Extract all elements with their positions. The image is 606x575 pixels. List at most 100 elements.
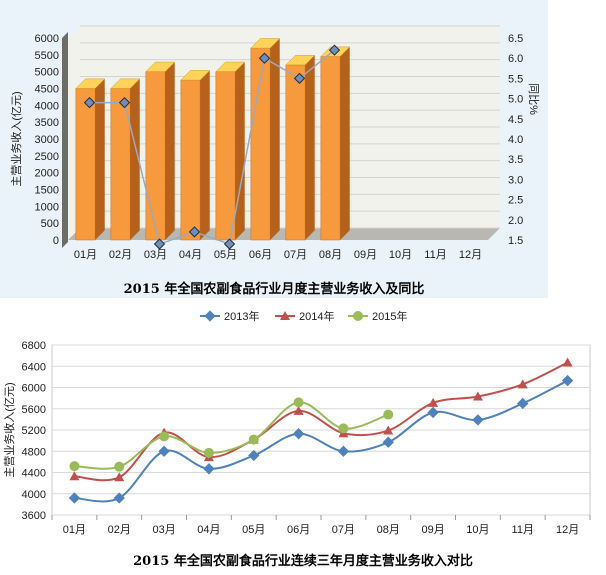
legend-marker xyxy=(280,311,290,320)
y-tick-label: 5500 xyxy=(35,50,59,62)
bar xyxy=(320,56,341,241)
y-axis-label: 主营业务收入(亿元) xyxy=(2,382,16,477)
x-tick-label: 07月 xyxy=(332,524,355,536)
plot-floor xyxy=(68,228,500,240)
bar xyxy=(285,64,306,241)
y-tick-label: 500 xyxy=(41,218,59,230)
marker-2013 xyxy=(382,436,394,448)
bar-top xyxy=(250,38,281,49)
yoy-marker xyxy=(223,238,236,250)
marker-2013 xyxy=(337,445,350,457)
bar-side xyxy=(200,70,210,240)
legend-marker xyxy=(353,311,363,321)
y-tick-label: 3000 xyxy=(35,134,59,146)
x-tick-label: 01月 xyxy=(63,524,86,536)
marker-2014 xyxy=(293,405,304,415)
bar-top xyxy=(215,61,246,72)
bar xyxy=(180,79,201,241)
series-line xyxy=(74,361,569,482)
left-wall xyxy=(62,32,68,248)
plot-wall xyxy=(68,26,500,240)
marker-2013 xyxy=(292,428,305,440)
yoy-marker xyxy=(83,96,96,109)
y2-tick-label: 4.0 xyxy=(508,134,523,146)
bar-top xyxy=(75,78,106,89)
marker-2013 xyxy=(203,463,215,475)
marker-2015 xyxy=(383,409,394,420)
marker-2015 xyxy=(203,447,214,458)
x-tick-label: 09月 xyxy=(421,524,444,536)
y2-tick-label: 2.5 xyxy=(508,195,523,207)
yoy-marker xyxy=(153,238,166,250)
chart-panel-monthly-revenue: 0 500 1000 1500 2000 2500 3000 3500 4000 4500 5000… xyxy=(0,0,548,298)
y-axis-label: 主营业务收入(亿元) xyxy=(9,91,23,186)
x-tick-label: 02月 xyxy=(109,249,132,261)
marker-2014 xyxy=(69,471,80,481)
y-tick-label: 0 xyxy=(53,235,59,247)
x-tick-label: 05月 xyxy=(242,524,265,536)
y2-tick-label: 5.0 xyxy=(508,94,523,106)
x-tick-label: 12月 xyxy=(556,524,579,536)
bar-side xyxy=(130,78,140,241)
bar-side xyxy=(95,78,105,241)
y-tick-label: 4000 xyxy=(35,100,59,112)
bar-top xyxy=(145,61,176,72)
marker-2015 xyxy=(114,461,125,472)
yoy-marker xyxy=(293,72,306,85)
y-tick-label: 5200 xyxy=(22,425,46,437)
x-tick-label: 10月 xyxy=(389,249,412,261)
marker-2013 xyxy=(248,449,260,462)
y2-tick-label: 3.0 xyxy=(508,174,523,186)
yoy-marker xyxy=(328,44,341,56)
bar-side xyxy=(340,46,350,240)
marker-2014 xyxy=(562,357,573,367)
y2-tick-label: 6.5 xyxy=(508,33,523,45)
marker-2014 xyxy=(114,472,125,482)
legend-marker xyxy=(204,310,216,322)
y-tick-label: 1000 xyxy=(35,201,59,213)
bar xyxy=(75,88,96,241)
yoy-line xyxy=(89,49,335,246)
y-tick-label: 6000 xyxy=(22,383,46,395)
marker-2014 xyxy=(472,391,483,401)
y-tick-label: 2000 xyxy=(35,168,59,180)
chart-panel-three-year-comparison: 3600 4000 4400 4800 5200 5600 6000 6400 6800 01月 0… xyxy=(0,300,606,575)
y2-tick-label: 5.5 xyxy=(508,73,523,85)
marker-2015 xyxy=(293,397,304,408)
marker-2015 xyxy=(159,431,170,442)
marker-2015 xyxy=(248,434,259,445)
x-tick-label: 06月 xyxy=(287,524,310,536)
y2-tick-label: 1.5 xyxy=(508,235,523,247)
y-tick-label: 6400 xyxy=(22,361,46,373)
x-tick-label: 11月 xyxy=(512,524,534,536)
y2-tick-label: 2.0 xyxy=(508,215,523,227)
y-tick-label: 4000 xyxy=(22,489,46,501)
x-tick-label: 05月 xyxy=(214,249,237,261)
chart-caption-2: 2015 年全国农副食品行业连续三年月度主营业务收入对比 xyxy=(133,554,473,569)
x-tick-label: 03月 xyxy=(144,249,167,261)
y-tick-label: 6800 xyxy=(22,340,46,352)
x-tick-label: 10月 xyxy=(466,524,489,536)
yoy-marker xyxy=(118,96,131,109)
legend-label: 2014年 xyxy=(299,309,334,323)
x-tick-label: 04月 xyxy=(197,524,220,536)
y2-tick-label: 4.5 xyxy=(508,114,523,126)
bar xyxy=(145,71,166,241)
legend-label: 2013年 xyxy=(224,309,259,323)
marker-2014 xyxy=(383,425,394,435)
y-tick-label: 6000 xyxy=(35,33,59,45)
bar-side xyxy=(270,38,280,240)
y-tick-label: 1500 xyxy=(35,185,59,197)
y2-tick-label: 3.5 xyxy=(508,154,523,166)
x-tick-label: 08月 xyxy=(377,524,400,536)
line-chart-three-year: 3600 4000 4400 4800 5200 5600 6000 6400 6800 01月 0… xyxy=(2,309,591,536)
y-tick-label: 5000 xyxy=(35,67,59,79)
marker-2015 xyxy=(338,423,349,434)
x-tick-label: 03月 xyxy=(152,524,175,536)
y-tick-label: 3500 xyxy=(35,117,59,129)
marker-2013 xyxy=(158,445,170,457)
y-tick-label: 2500 xyxy=(35,151,59,163)
y-tick-label: 4400 xyxy=(22,468,46,480)
x-tick-label: 06月 xyxy=(249,249,272,261)
bar xyxy=(215,71,236,241)
